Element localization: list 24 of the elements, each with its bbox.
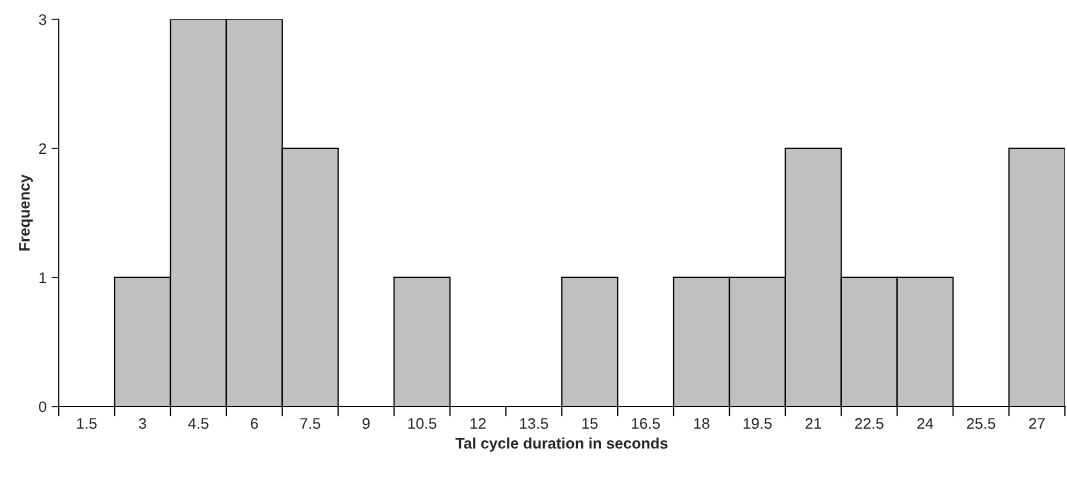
x-tick-label: 1.5 (77, 418, 97, 429)
x-tick-label: 10.5 (408, 418, 437, 429)
x-tick-label: 19.5 (743, 418, 772, 429)
y-tick-label: 0 (38, 401, 47, 413)
x-axis-title: Tal cycle duration in seconds (455, 437, 668, 452)
x-tick-label: 25.5 (966, 418, 996, 429)
y-tick-label: 1 (39, 272, 47, 284)
y-axis-title: Frequency (19, 174, 33, 251)
x-tick-label: 24 (917, 418, 934, 429)
x-tick-label: 22.5 (855, 418, 884, 429)
x-tick-label: 16.5 (631, 418, 660, 429)
y-tick-label: 3 (38, 14, 47, 26)
x-tick-label: 4.5 (188, 418, 209, 429)
x-tick-label: 18 (694, 418, 710, 429)
x-tick-label: 9 (362, 418, 370, 429)
x-tick-label: 6 (250, 418, 258, 429)
x-tick-label: 7.5 (300, 418, 321, 429)
x-tick-label: 21 (805, 418, 822, 429)
x-tick-label: 15 (582, 418, 598, 429)
x-tick-label: 13.5 (520, 418, 549, 429)
y-tick-label: 2 (39, 143, 47, 154)
x-tick-label: 12 (470, 418, 486, 429)
x-tick-label: 27 (1029, 418, 1045, 429)
x-tick-label: 3 (138, 418, 147, 429)
